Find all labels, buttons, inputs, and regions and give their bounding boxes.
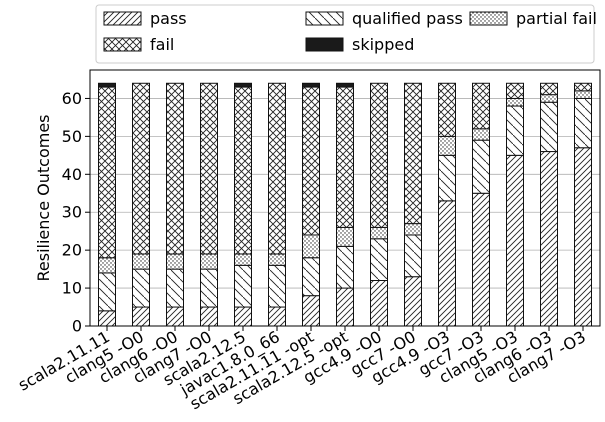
- bar-segment-fail-0: [98, 86, 116, 259]
- bar-segment-pass-13: [540, 151, 558, 327]
- bar-segment-qualified-pass-2: [166, 268, 184, 308]
- y-tick-label: 10: [62, 279, 82, 298]
- bar-segment-fail-13: [540, 82, 558, 96]
- bar-segment-partial-fail-7: [336, 226, 354, 247]
- bar-segment-partial-fail-0: [98, 257, 116, 274]
- legend-swatch-qualified-pass: [305, 11, 344, 26]
- bar-segment-pass-5: [268, 306, 286, 327]
- bar-segment-pass-14: [574, 147, 592, 327]
- y-axis-title: Resilience Outcomes: [34, 115, 53, 282]
- bar-segment-qualified-pass-14: [574, 97, 592, 149]
- bar-segment-partial-fail-4: [234, 253, 252, 266]
- bar-segment-pass-7: [336, 287, 354, 327]
- bar-segment-fail-3: [200, 82, 218, 255]
- bar-segment-skipped-7: [336, 82, 354, 88]
- bar-segment-qualified-pass-10: [438, 154, 456, 202]
- y-tick-label: 50: [62, 127, 82, 146]
- bar-segment-pass-0: [98, 310, 116, 327]
- bar-segment-fail-5: [268, 82, 286, 255]
- legend-swatch-pass: [103, 11, 142, 26]
- bar-segment-fail-14: [574, 82, 592, 92]
- bar-segment-partial-fail-6: [302, 234, 320, 259]
- legend-swatch-skipped: [305, 37, 344, 52]
- bar-segment-partial-fail-10: [438, 135, 456, 156]
- bar-segment-partial-fail-8: [370, 226, 388, 240]
- bar-segment-pass-2: [166, 306, 184, 327]
- bar-segment-fail-2: [166, 82, 184, 255]
- y-tick-label: 0: [72, 317, 82, 336]
- bar-segment-partial-fail-5: [268, 253, 286, 266]
- bar-segment-pass-9: [404, 276, 422, 327]
- bar-segment-qualified-pass-0: [98, 272, 116, 312]
- bar-segment-partial-fail-3: [200, 253, 218, 270]
- bar-segment-pass-10: [438, 200, 456, 327]
- bar-segment-partial-fail-11: [472, 128, 490, 141]
- bar-segment-skipped-4: [234, 82, 252, 88]
- bar-segment-pass-12: [506, 154, 524, 327]
- legend: pass qualified pass partial fail fail skippe…: [95, 4, 597, 64]
- bar-segment-fail-10: [438, 82, 456, 137]
- y-tick-label: 60: [62, 89, 82, 108]
- bar-segment-skipped-0: [98, 82, 116, 88]
- bar-segment-qualified-pass-8: [370, 238, 388, 281]
- bar-segment-fail-8: [370, 82, 388, 228]
- bar-segment-fail-12: [506, 82, 524, 99]
- bar-segment-partial-fail-1: [132, 253, 150, 270]
- legend-label-partial-fail: partial fail: [516, 9, 597, 28]
- bar-segment-skipped-6: [302, 82, 320, 88]
- bar-segment-qualified-pass-6: [302, 257, 320, 297]
- bar-segment-partial-fail-12: [506, 97, 524, 107]
- bar-segment-qualified-pass-7: [336, 245, 354, 289]
- legend-label-pass: pass: [150, 9, 187, 28]
- legend-label-skipped: skipped: [352, 35, 414, 54]
- bar-segment-pass-1: [132, 306, 150, 327]
- legend-label-fail: fail: [150, 35, 174, 54]
- bar-segment-pass-11: [472, 192, 490, 327]
- bar-segment-pass-6: [302, 295, 320, 327]
- bar-segment-fail-1: [132, 82, 150, 255]
- bar-segment-qualified-pass-9: [404, 234, 422, 278]
- bar-segment-pass-4: [234, 306, 252, 327]
- y-tick-label: 20: [62, 241, 82, 260]
- bar-segment-fail-6: [302, 86, 320, 236]
- bar-segment-pass-3: [200, 306, 218, 327]
- bar-segment-qualified-pass-4: [234, 264, 252, 308]
- bar-segment-partial-fail-9: [404, 223, 422, 236]
- bar-segment-qualified-pass-1: [132, 268, 150, 308]
- y-tick-label: 30: [62, 203, 82, 222]
- legend-label-qualified-pass: qualified pass: [352, 9, 463, 28]
- bar-segment-fail-4: [234, 86, 252, 255]
- legend-swatch-fail: [103, 37, 142, 52]
- bar-segment-qualified-pass-11: [472, 139, 490, 194]
- bars: [98, 82, 592, 327]
- bar-segment-fail-9: [404, 82, 422, 225]
- bar-segment-qualified-pass-12: [506, 105, 524, 156]
- legend-swatch-partial-fail: [469, 11, 508, 26]
- bar-segment-pass-8: [370, 279, 388, 327]
- bar-segment-partial-fail-13: [540, 94, 558, 103]
- bar-segment-fail-7: [336, 86, 354, 228]
- bar-segment-fail-11: [472, 82, 490, 130]
- bar-segment-partial-fail-14: [574, 90, 592, 99]
- bar-segment-qualified-pass-3: [200, 268, 218, 308]
- bar-segment-qualified-pass-13: [540, 101, 558, 153]
- bar-segment-qualified-pass-5: [268, 264, 286, 308]
- plot-frame: [89, 69, 601, 327]
- y-tick-label: 40: [62, 165, 82, 184]
- bar-segment-partial-fail-2: [166, 253, 184, 270]
